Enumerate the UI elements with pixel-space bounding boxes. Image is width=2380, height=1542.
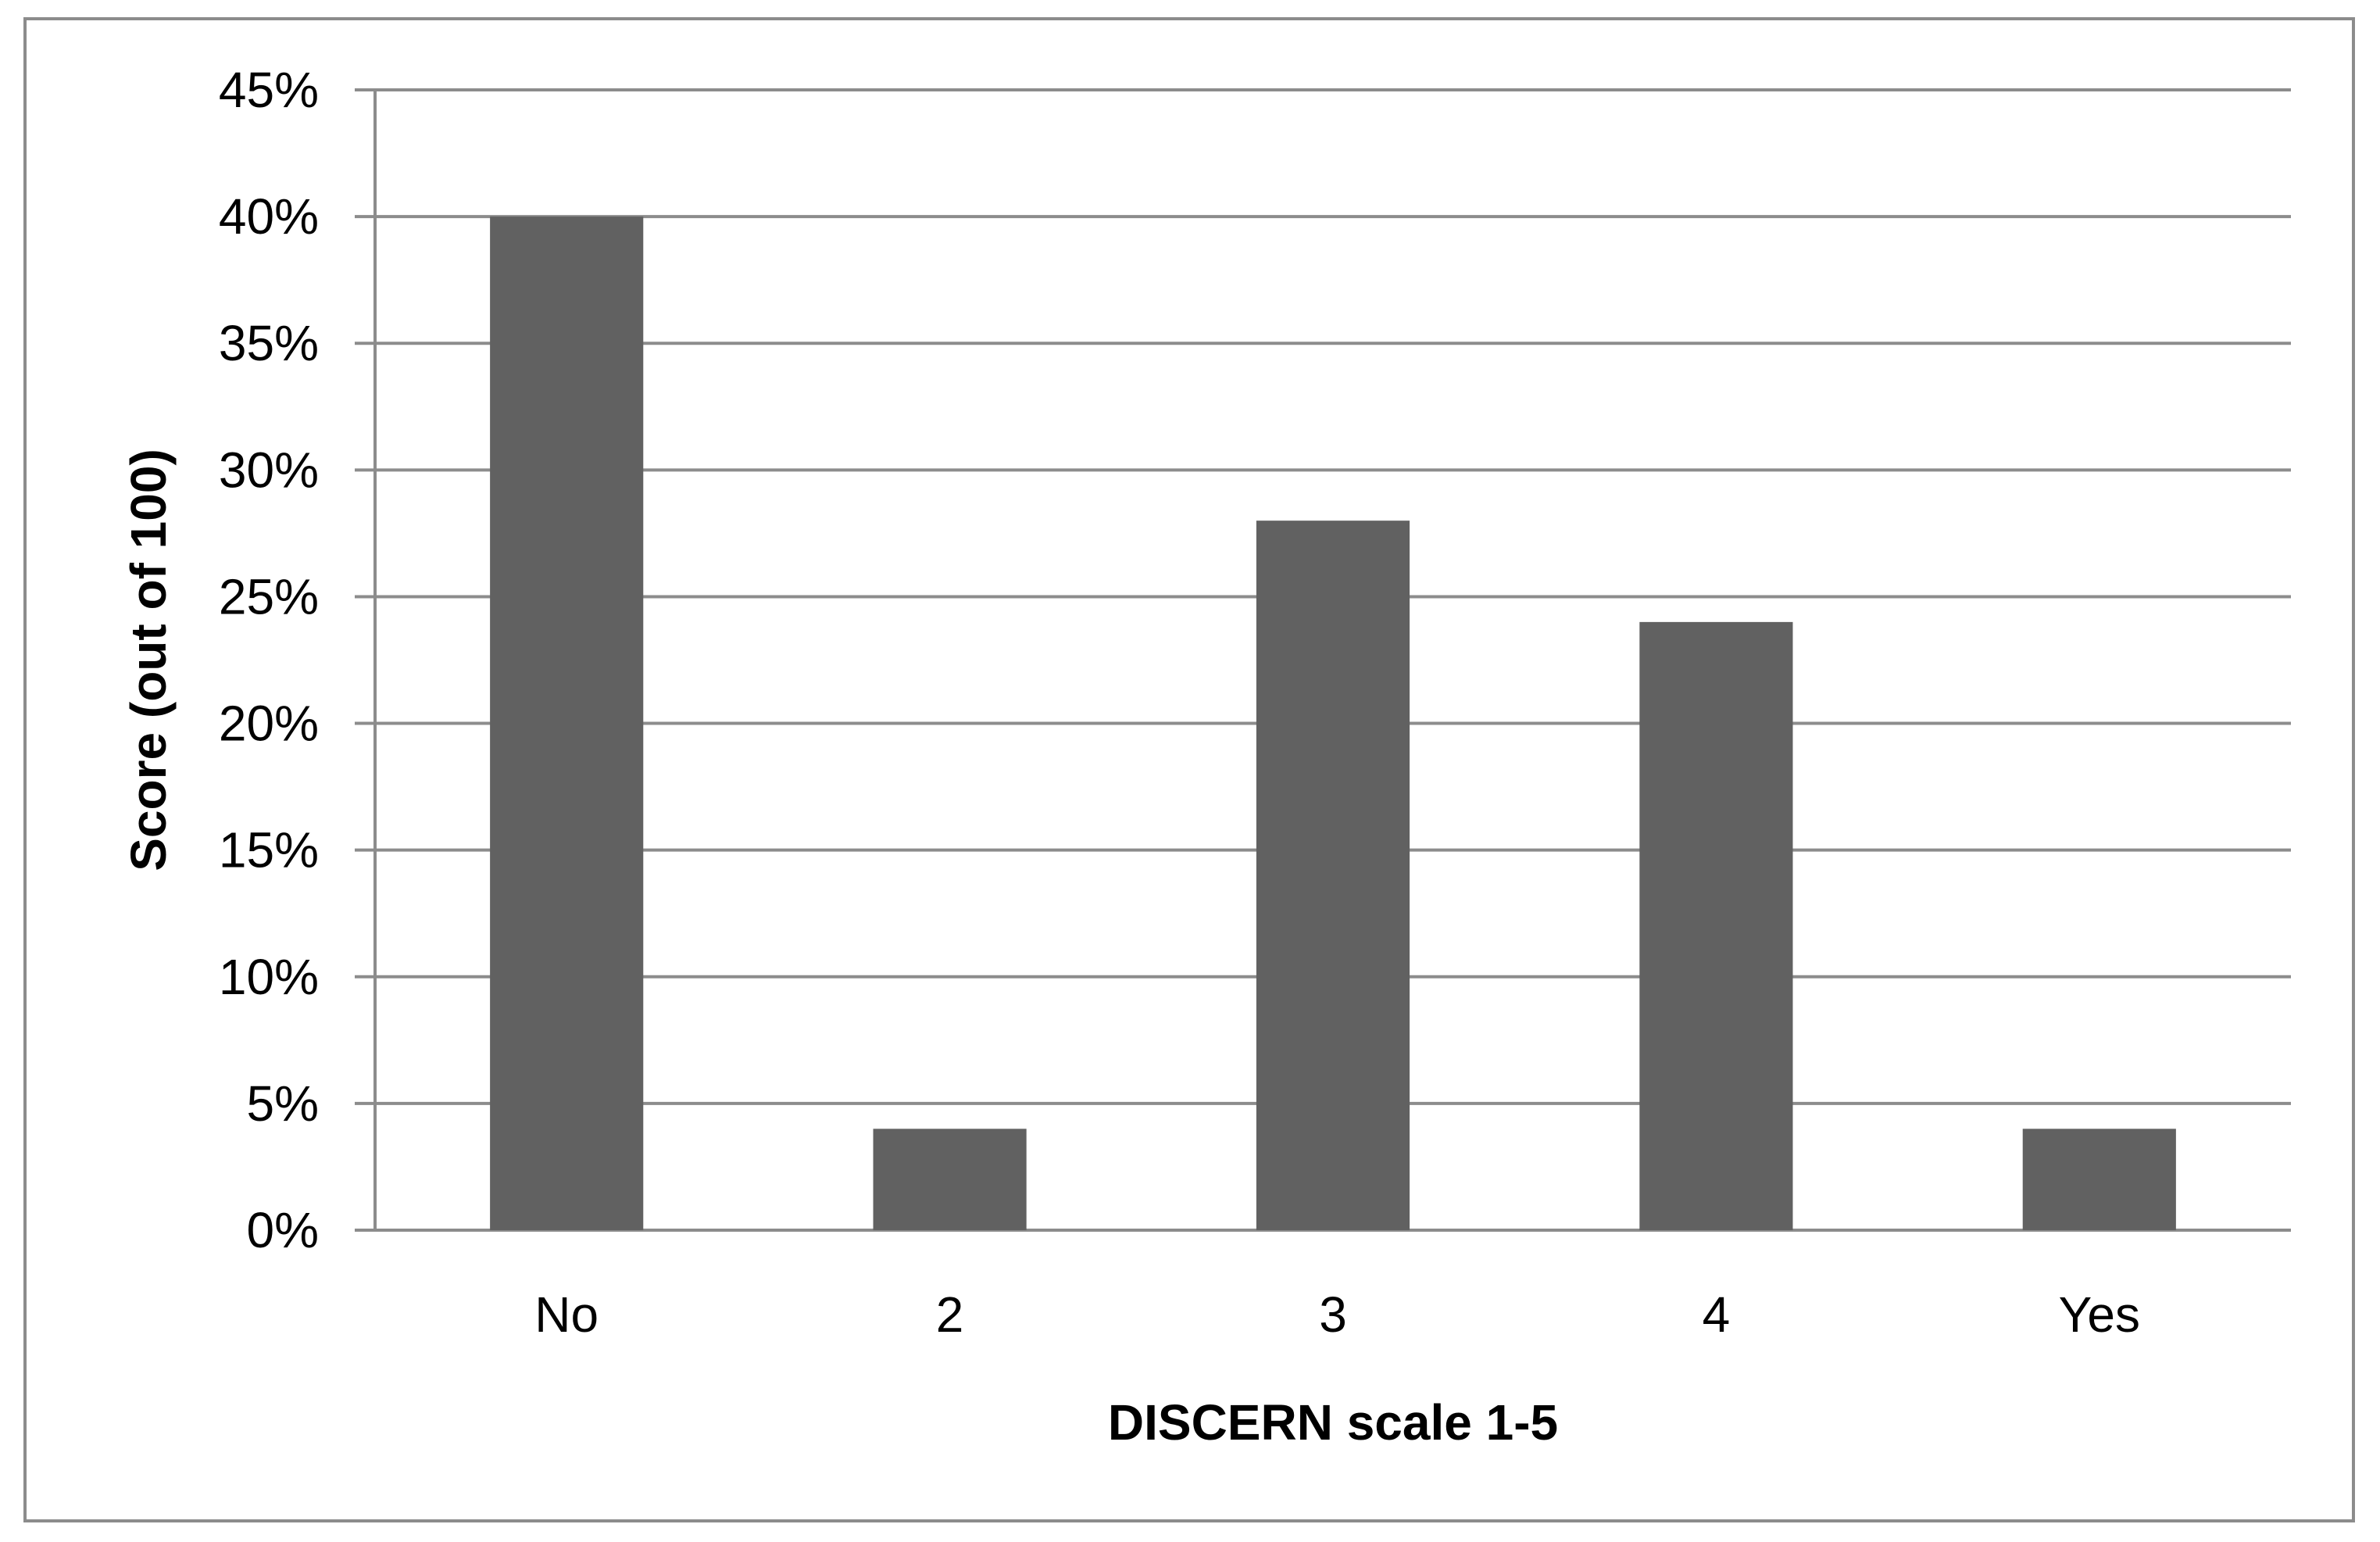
y-tick-label: 40% — [219, 188, 319, 245]
x-tick-label: 2 — [936, 1286, 964, 1343]
bar-2 — [873, 1129, 1027, 1230]
bar-no — [490, 216, 644, 1231]
y-tick-label: 0% — [247, 1202, 320, 1258]
y-tick-label: 20% — [219, 696, 319, 752]
x-axis-tick-labels: No 2 3 4 Yes — [534, 1286, 2140, 1343]
bar-3 — [1256, 521, 1410, 1230]
y-tick-label: 10% — [219, 949, 319, 1005]
y-tick-label: 35% — [219, 315, 319, 371]
chart-frame — [23, 17, 2355, 1522]
bar-4 — [1639, 621, 1793, 1230]
x-tick-label: Yes — [2059, 1286, 2140, 1343]
y-axis-title: Score (out of 100) — [120, 449, 177, 871]
y-axis-tick-labels: 0% 5% 10% 15% 20% 25% 30% 35% 40% 45% — [219, 62, 319, 1258]
y-tick-label: 5% — [247, 1075, 320, 1132]
y-tick-label: 15% — [219, 822, 319, 878]
bars — [490, 216, 2176, 1231]
x-tick-label: 3 — [1319, 1286, 1347, 1343]
gridlines — [355, 88, 2291, 1232]
y-tick-label: 45% — [219, 62, 319, 118]
y-tick-label: 30% — [219, 442, 319, 498]
y-tick-label: 25% — [219, 568, 319, 624]
bar-yes — [2022, 1129, 2176, 1230]
x-tick-label: 4 — [1703, 1286, 1731, 1343]
x-axis-title: DISCERN scale 1-5 — [1108, 1394, 1558, 1451]
x-tick-label: No — [534, 1286, 599, 1343]
